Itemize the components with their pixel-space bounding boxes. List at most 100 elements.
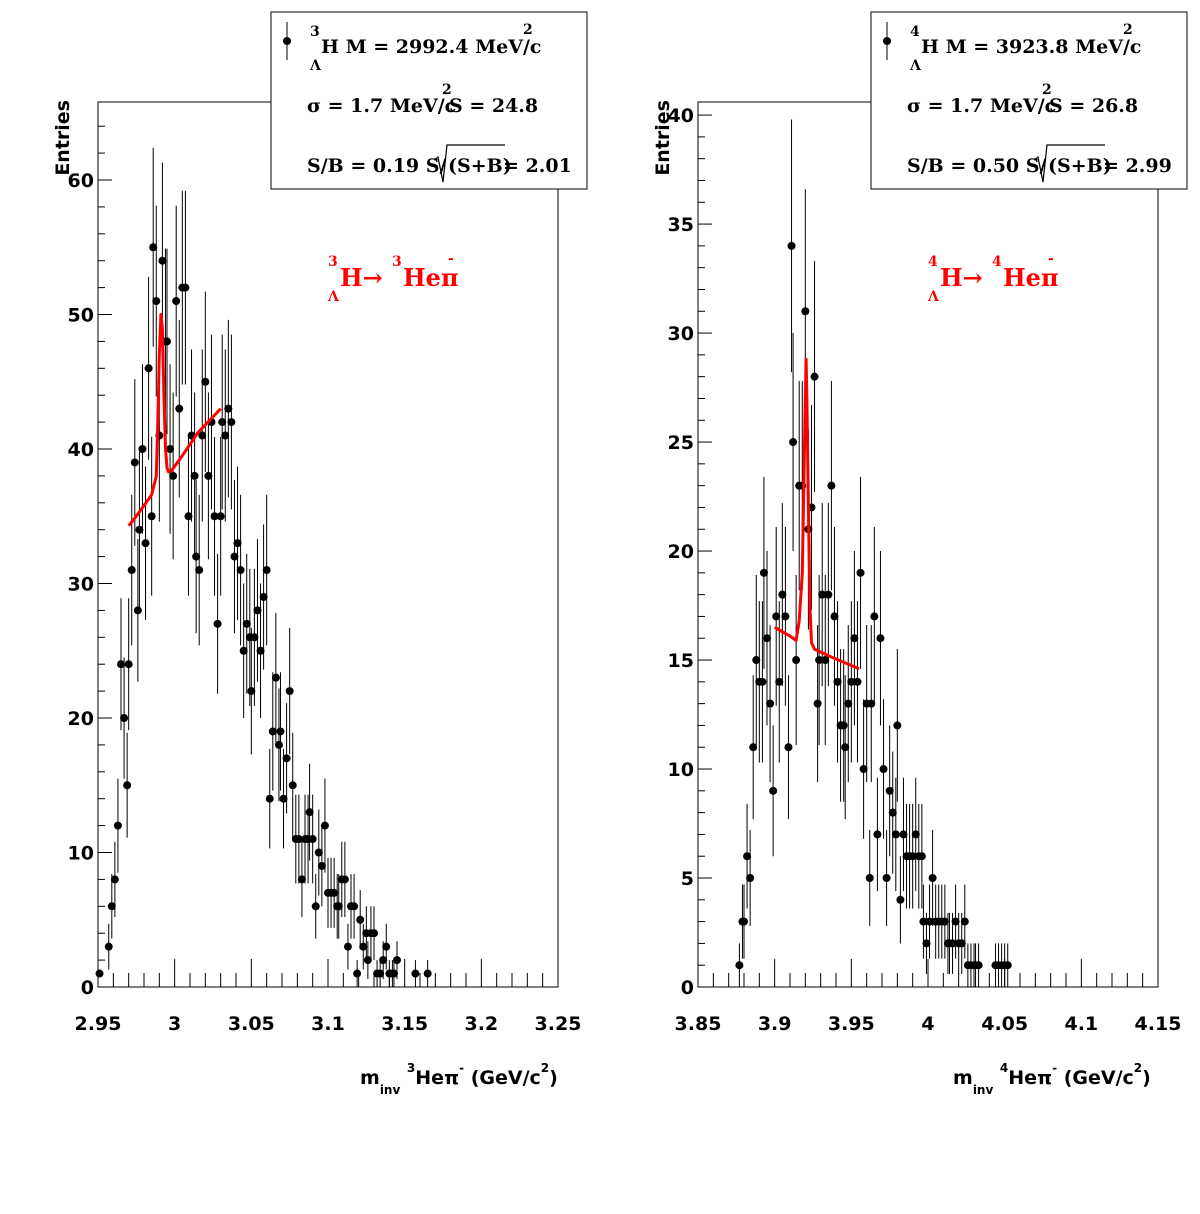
- data-point: [213, 619, 222, 628]
- data-point: [110, 875, 119, 884]
- data-point: [896, 895, 905, 904]
- data-series: [95, 147, 432, 987]
- y-tick-label: 60: [68, 170, 94, 192]
- data-point: [957, 939, 966, 948]
- y-tick-label: 30: [668, 323, 694, 345]
- data-point: [908, 852, 917, 861]
- data-point: [879, 765, 888, 774]
- data-point: [813, 699, 822, 708]
- stats-sup: 2: [442, 82, 452, 98]
- data-point: [334, 902, 343, 911]
- data-point: [359, 942, 368, 951]
- data-point: [353, 969, 362, 978]
- y-tick-label: 20: [668, 541, 694, 563]
- legend-marker: [883, 37, 891, 45]
- x-tick-label: 3.95: [828, 1013, 875, 1035]
- data-point: [113, 821, 122, 830]
- data-point: [230, 552, 239, 561]
- data-point: [311, 902, 320, 911]
- data-point: [104, 942, 113, 951]
- data-point: [363, 956, 372, 965]
- data-point: [330, 888, 339, 897]
- data-point: [867, 699, 876, 708]
- data-point: [911, 830, 920, 839]
- data-point: [1003, 961, 1012, 970]
- data-point: [271, 673, 280, 682]
- data-point: [181, 283, 190, 292]
- data-point: [778, 590, 787, 599]
- data-point: [841, 743, 850, 752]
- y-tick-label: 0: [681, 977, 694, 999]
- data-point: [175, 404, 184, 413]
- decay-sup: 3: [328, 254, 338, 270]
- data-point: [198, 431, 207, 440]
- data-point: [746, 874, 755, 883]
- data-point: [763, 634, 771, 643]
- x-tick-label: 4: [921, 1013, 934, 1035]
- data-point: [201, 377, 210, 386]
- data-point: [960, 917, 969, 926]
- stats-signal: S = 24.8: [449, 95, 538, 117]
- data-point: [250, 633, 259, 642]
- x-tick-label: 4.1: [1064, 1013, 1098, 1035]
- decay-sub: Λ: [927, 289, 940, 305]
- data-point: [951, 917, 960, 926]
- data-point: [288, 781, 297, 790]
- y-axis-label: Entries: [52, 100, 74, 176]
- x-tick-label: 3: [168, 1013, 181, 1035]
- y-tick-label: 0: [81, 977, 94, 999]
- data-point: [127, 566, 136, 575]
- data-point: [928, 874, 937, 883]
- data-point: [152, 297, 161, 306]
- data-point: [925, 917, 934, 926]
- data-point: [766, 699, 775, 708]
- data-point: [856, 568, 865, 577]
- data-point: [824, 590, 833, 599]
- data-point: [259, 592, 268, 601]
- data-point: [274, 740, 283, 749]
- data-point: [769, 786, 778, 795]
- data-point: [305, 808, 314, 817]
- data-point: [218, 418, 227, 427]
- data-point: [247, 687, 256, 696]
- data-point: [781, 612, 790, 621]
- data-point: [815, 656, 824, 665]
- decay-sup: 4: [992, 254, 1002, 270]
- data-point: [850, 634, 859, 643]
- decay-text: Heπ: [1003, 263, 1059, 292]
- plot-2: 3.85 3.9 3.95 4 4.05 4.1 4.15 0 5 10 15 20 25 30 35 40E…: [652, 11, 1188, 1097]
- stats-sup: 3: [310, 24, 320, 40]
- data-point: [758, 677, 767, 686]
- data-point: [107, 902, 116, 911]
- data-point: [919, 917, 928, 926]
- data-point: [163, 337, 171, 346]
- x-tick-label: 3.05: [228, 1013, 275, 1035]
- data-point: [917, 852, 926, 861]
- data-point: [149, 243, 158, 252]
- data-point: [752, 656, 761, 665]
- data-point: [221, 431, 230, 440]
- x-tick-label: 2.95: [75, 1013, 122, 1035]
- data-point: [370, 929, 378, 938]
- data-point: [224, 404, 233, 413]
- decay-text: H→: [940, 263, 983, 292]
- x-tick-label: 4.05: [981, 1013, 1028, 1035]
- radical-sign: [433, 144, 505, 183]
- data-point: [411, 969, 420, 978]
- data-point: [265, 794, 274, 803]
- data-point: [123, 781, 132, 790]
- data-point: [192, 552, 201, 561]
- data-point: [818, 590, 827, 599]
- data-point: [158, 256, 167, 265]
- data-point: [882, 874, 891, 883]
- data-point: [184, 512, 193, 521]
- data-point: [169, 471, 178, 480]
- decay-text: Heπ: [403, 263, 459, 292]
- data-point: [873, 830, 882, 839]
- data-point: [166, 445, 175, 454]
- data-point: [317, 861, 326, 870]
- data-point: [308, 835, 317, 844]
- data-point: [974, 961, 983, 970]
- y-tick-label: 25: [668, 432, 694, 454]
- stats-significance: = 2.99: [1103, 155, 1172, 177]
